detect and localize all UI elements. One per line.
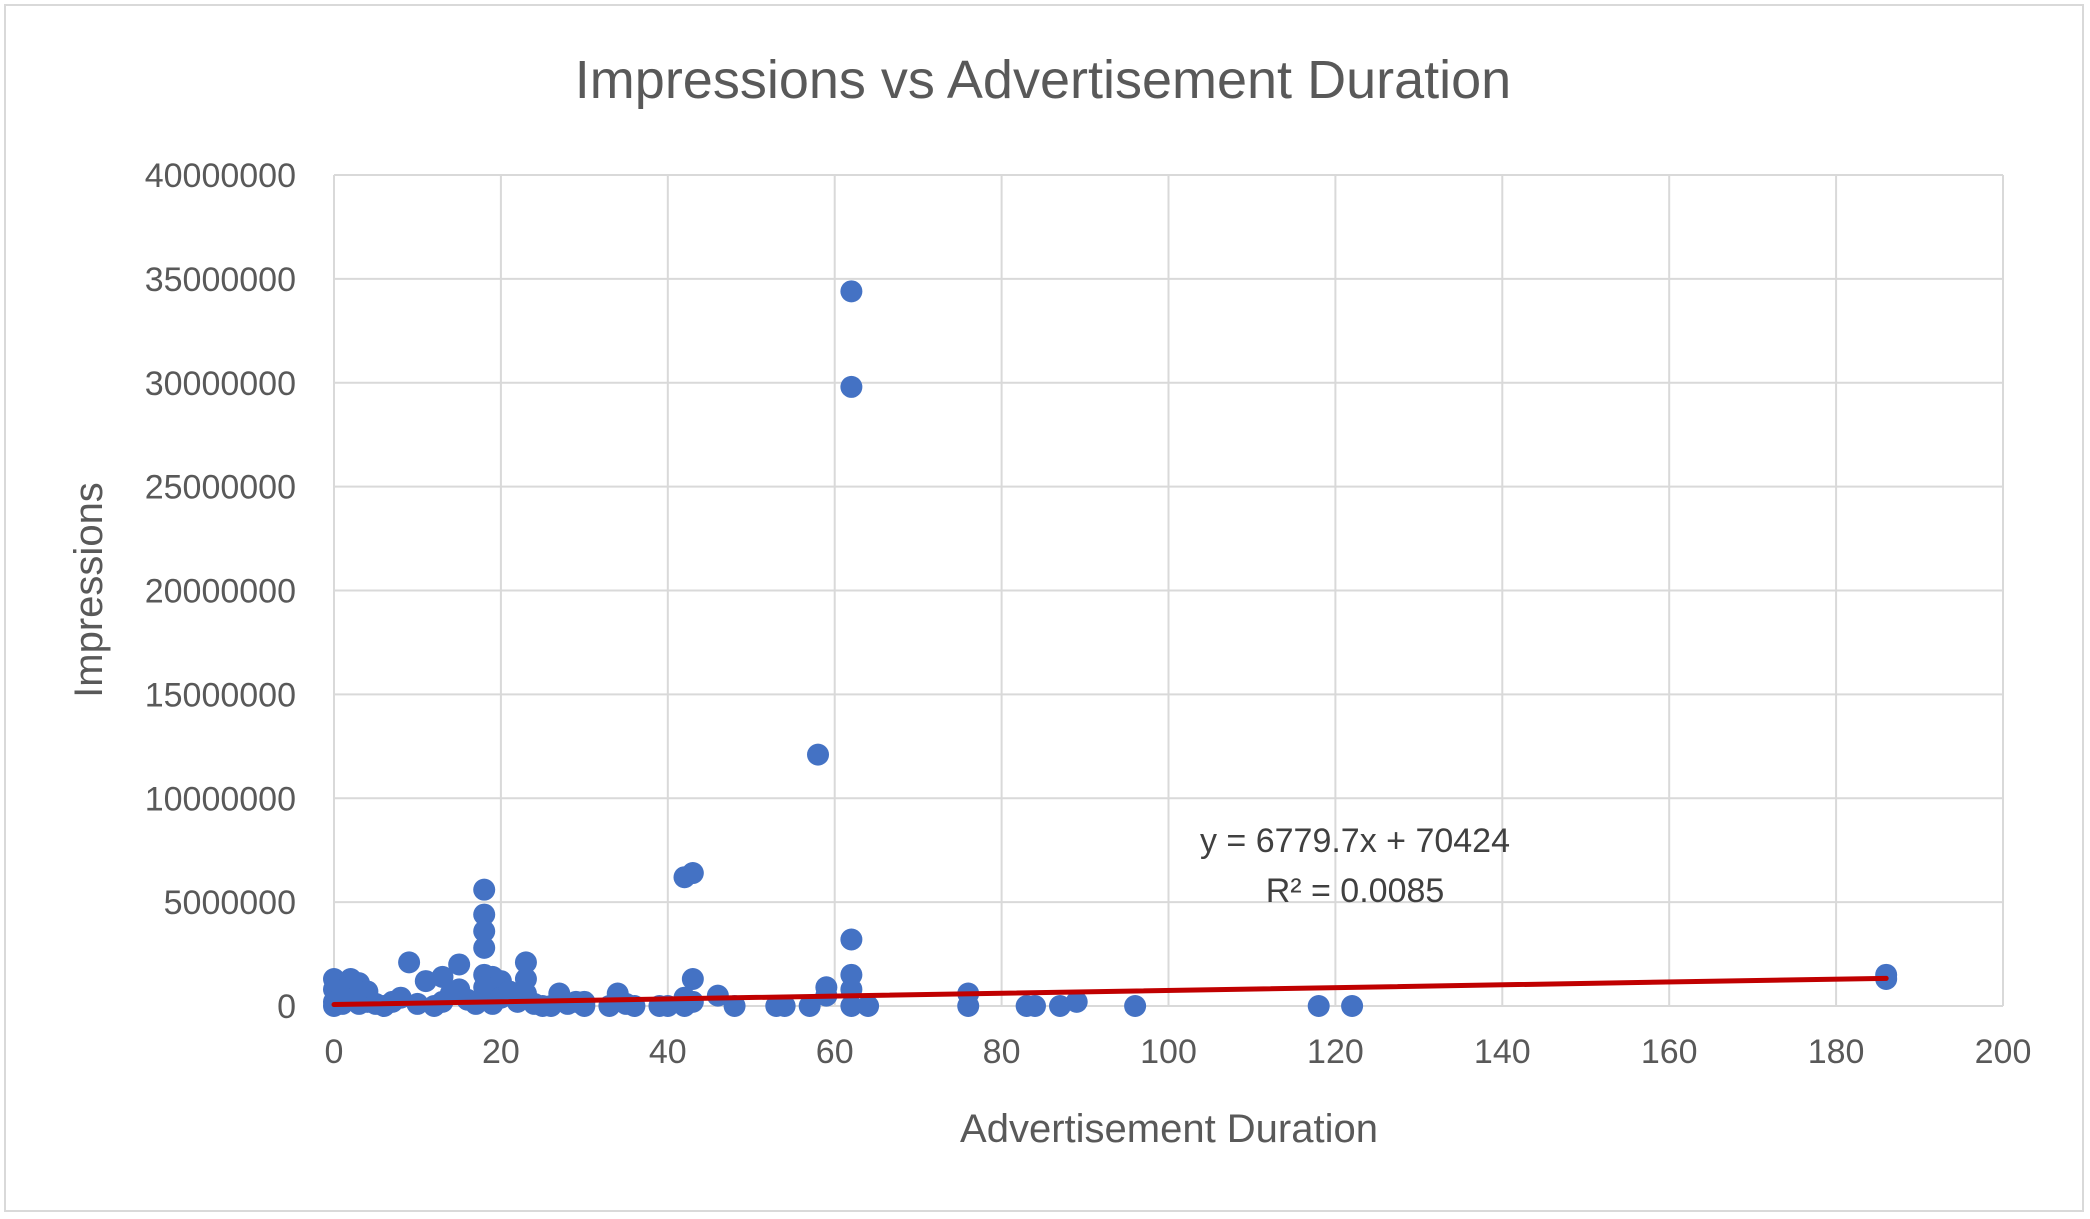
y-tick-label: 15000000 — [145, 676, 296, 714]
trendline-r-squared: R² = 0.0085 — [1266, 872, 1445, 910]
y-tick-label: 5000000 — [164, 884, 296, 922]
x-tick-label: 0 — [325, 1033, 344, 1071]
x-axis-title: Advertisement Duration — [960, 1107, 1378, 1151]
data-point — [840, 375, 863, 398]
data-point — [807, 743, 830, 766]
x-tick-label: 80 — [983, 1033, 1021, 1071]
data-point — [681, 967, 704, 990]
data-point — [431, 965, 454, 988]
x-tick-label: 60 — [816, 1033, 854, 1071]
data-point — [473, 920, 496, 943]
data-point — [1124, 995, 1147, 1017]
data-point — [857, 995, 880, 1017]
data-point — [448, 953, 471, 976]
data-points — [323, 280, 1898, 1017]
y-tick-label: 25000000 — [145, 469, 296, 507]
trendline-equation: y = 6779.7x + 70424 — [1200, 822, 1510, 860]
x-tick-label: 140 — [1474, 1033, 1531, 1071]
x-tick-label: 120 — [1307, 1033, 1364, 1071]
data-point — [398, 951, 421, 974]
data-point — [1049, 995, 1072, 1017]
trendline-group — [331, 975, 1889, 1008]
data-point — [473, 878, 496, 901]
trendline — [331, 975, 1889, 1008]
data-point — [773, 995, 796, 1017]
data-point — [1341, 995, 1364, 1017]
data-point — [1023, 995, 1046, 1017]
data-point — [473, 936, 496, 959]
y-tick-label: 35000000 — [145, 261, 296, 299]
data-point — [1065, 990, 1088, 1013]
data-point — [681, 990, 704, 1013]
data-point — [681, 862, 704, 885]
data-point — [957, 995, 980, 1017]
y-tick-label: 30000000 — [145, 365, 296, 403]
y-tick-label: 20000000 — [145, 573, 296, 611]
y-tick-labels: 0 5000000 10000000 15000000 20000000 25000000… — [145, 157, 296, 1026]
data-point — [840, 280, 863, 303]
x-tick-label: 160 — [1641, 1033, 1698, 1071]
data-point — [514, 951, 537, 974]
y-tick-label: 0 — [277, 988, 296, 1026]
x-tick-label: 40 — [649, 1033, 687, 1071]
x-tick-label: 20 — [482, 1033, 520, 1071]
data-point — [1307, 995, 1330, 1017]
y-tick-label: 10000000 — [145, 780, 296, 818]
data-point — [798, 995, 821, 1017]
y-axis-title: Impressions — [67, 482, 111, 698]
x-tick-label: 200 — [1975, 1033, 2032, 1071]
data-point — [723, 995, 746, 1017]
data-point — [840, 995, 863, 1017]
y-tick-label: 40000000 — [145, 157, 296, 195]
chart-title: Impressions vs Advertisement Duration — [575, 50, 1511, 110]
x-tick-labels: 0 20 40 60 80 100 120 140 160 180 200 — [325, 1033, 2032, 1071]
data-point — [414, 970, 437, 993]
data-point — [473, 903, 496, 926]
x-tick-label: 100 — [1140, 1033, 1197, 1071]
gridlines — [333, 174, 2004, 1007]
x-tick-label: 180 — [1808, 1033, 1865, 1071]
data-point — [840, 928, 863, 951]
